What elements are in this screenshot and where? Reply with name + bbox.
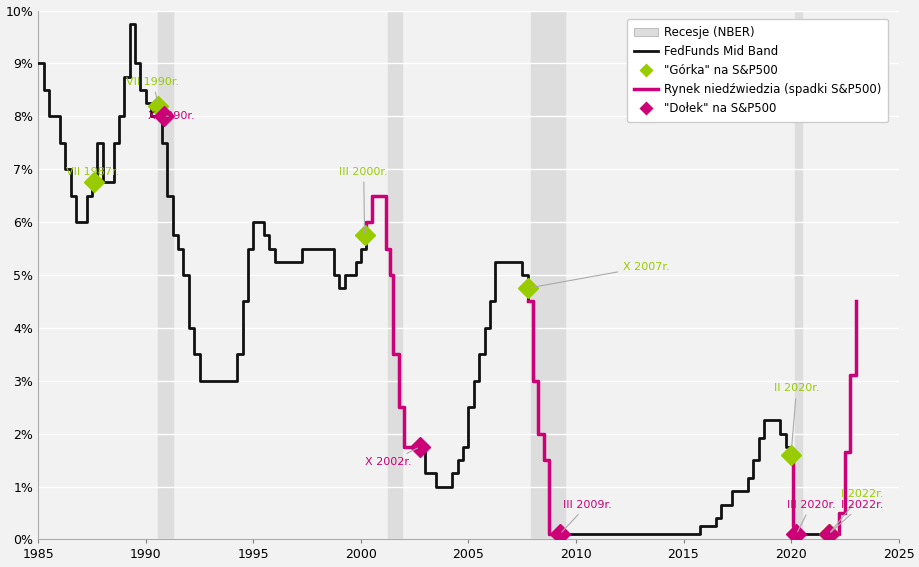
Text: II 2020r.: II 2020r. xyxy=(773,383,819,452)
Bar xyxy=(158,11,173,539)
Text: VII 1987r.: VII 1987r. xyxy=(66,167,119,183)
Bar xyxy=(387,11,402,539)
Legend: Recesje (NBER), FedFunds Mid Band, "Górka" na S&P500, Rynek niedźwiedzia (spadki: Recesje (NBER), FedFunds Mid Band, "Górk… xyxy=(627,19,888,122)
Text: III 2009r.: III 2009r. xyxy=(562,500,611,532)
Text: VII 1990r.: VII 1990r. xyxy=(126,77,179,103)
Text: I 2022r.: I 2022r. xyxy=(830,489,882,532)
Text: III 2000r.: III 2000r. xyxy=(339,167,388,232)
Text: X 2002r.: X 2002r. xyxy=(365,448,417,467)
Text: I 2022r.: I 2022r. xyxy=(830,500,882,532)
Bar xyxy=(530,11,564,539)
Text: X 1990r.: X 1990r. xyxy=(148,111,195,121)
Text: X 2007r.: X 2007r. xyxy=(529,262,669,287)
Bar xyxy=(794,11,801,539)
Text: III 2020r.: III 2020r. xyxy=(786,500,834,532)
